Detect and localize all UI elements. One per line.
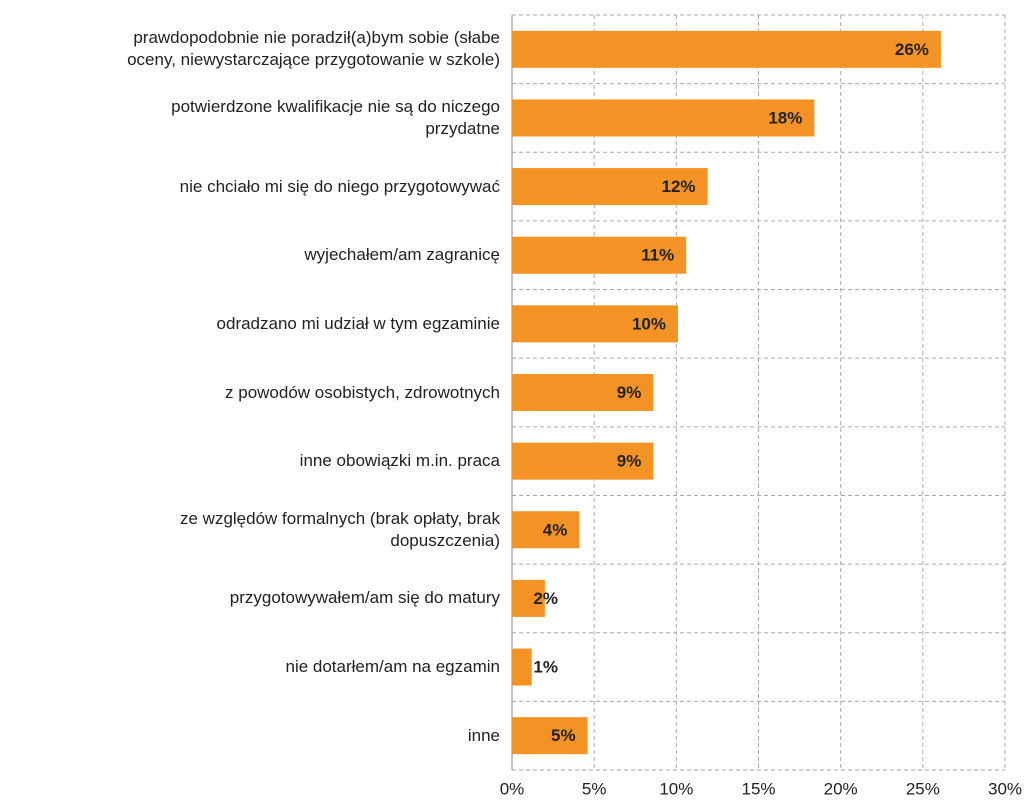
data-label: 5%: [551, 726, 576, 745]
bar: [512, 374, 654, 411]
data-label: 18%: [768, 108, 802, 127]
category-label: nie chciało mi się do niego przygotowywa…: [179, 176, 500, 196]
bar: [512, 99, 815, 137]
data-label: 12%: [662, 177, 696, 196]
data-label: 4%: [543, 520, 568, 539]
data-label: 2%: [533, 589, 558, 608]
category-label: nie dotarłem/am na egzamin: [285, 657, 500, 677]
category-label: wyjechałem/am zagranicę: [304, 245, 500, 265]
category-label: ze względów formalnych (brak opłaty, bra…: [180, 508, 500, 550]
category-label: prawdopodobnie nie poradził(a)bym sobie …: [127, 28, 500, 70]
data-label: 1%: [533, 658, 558, 677]
category-label: przygotowywałem/am się do matury: [229, 588, 500, 608]
data-label: 9%: [617, 383, 642, 402]
bar: [512, 305, 678, 343]
bar: [512, 648, 532, 686]
bar: [512, 236, 687, 274]
data-label: 9%: [617, 452, 642, 471]
bar: [512, 168, 708, 206]
category-label: z powodów osobistych, zdrowotnych: [225, 382, 500, 402]
x-tick-label: 20%: [824, 779, 858, 798]
x-tick-label: 10%: [659, 779, 693, 798]
category-label: inne obowiązki m.in. praca: [299, 451, 500, 471]
category-label: potwierdzone kwalifikacje nie są do nicz…: [171, 96, 500, 138]
category-label: inne: [467, 725, 500, 745]
bar: [512, 442, 654, 480]
bar: [512, 579, 545, 617]
x-tick-label: 15%: [741, 779, 775, 798]
x-tick-label: 0%: [500, 779, 525, 798]
bar: [512, 511, 580, 549]
data-label: 10%: [632, 314, 666, 333]
x-tick-label: 30%: [988, 779, 1022, 798]
x-tick-label: 25%: [906, 779, 940, 798]
bar: [512, 717, 588, 755]
data-label: 26%: [895, 40, 929, 59]
category-label: odradzano mi udział w tym egzaminie: [216, 313, 500, 333]
data-label: 11%: [641, 246, 674, 265]
x-tick-label: 5%: [582, 779, 607, 798]
bar: [512, 30, 941, 68]
